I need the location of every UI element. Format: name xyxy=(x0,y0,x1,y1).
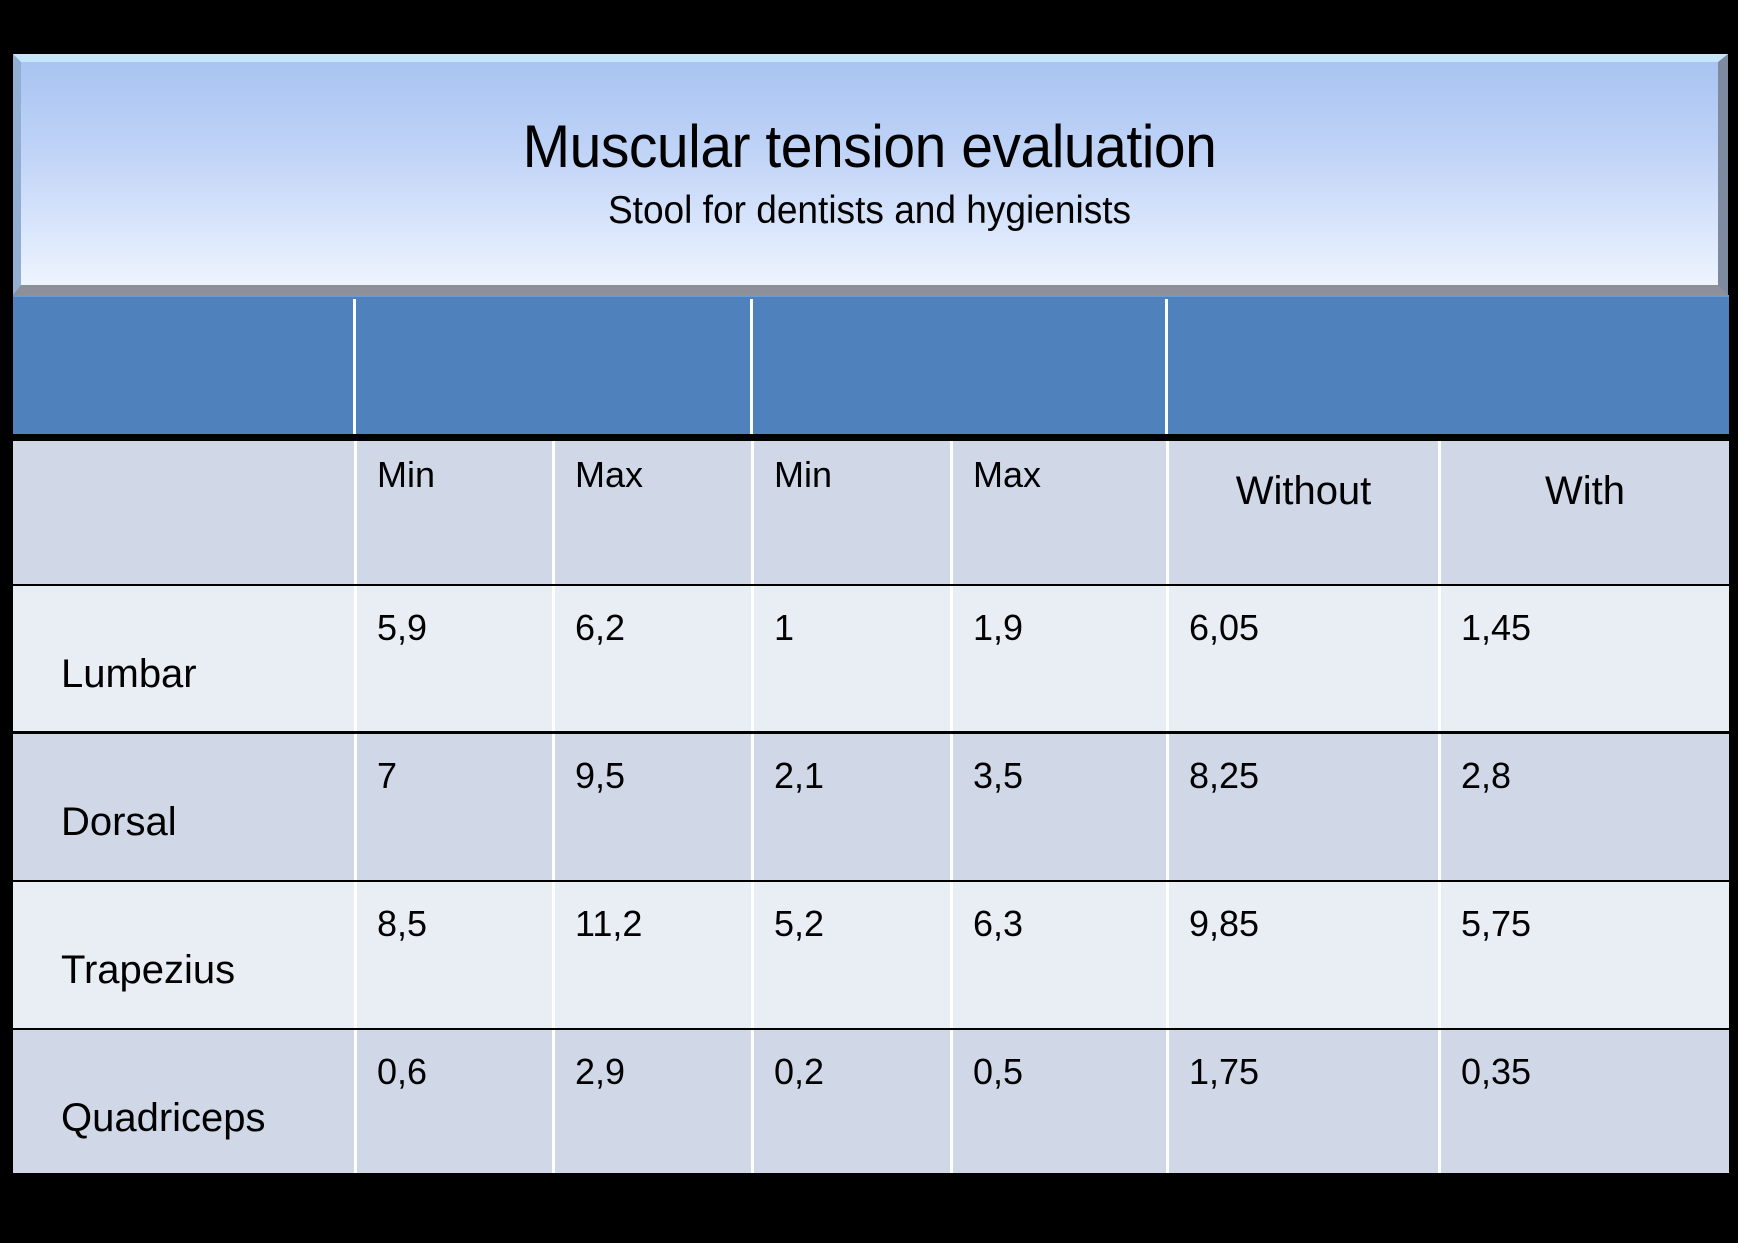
row-label: Trapezius xyxy=(61,948,236,992)
tension-table: Min Max Min Max Without With Lumbar 5,9 … xyxy=(13,295,1729,1173)
row-label: Lumbar xyxy=(61,652,197,696)
table-cell: 2,1 xyxy=(751,734,950,880)
table-cell: 9,85 xyxy=(1166,882,1438,1028)
row-label: Quadriceps xyxy=(61,1096,266,1140)
table-cell: 6,05 xyxy=(1166,586,1438,731)
table-row-dorsal: Dorsal 7 9,5 2,1 3,5 8,25 2,8 xyxy=(13,734,1729,880)
header-divider xyxy=(750,299,753,434)
table-cell: 9,5 xyxy=(552,734,751,880)
row-label: Dorsal xyxy=(61,800,177,844)
table-cell: 0,5 xyxy=(950,1030,1166,1173)
table-cell: 3,5 xyxy=(950,734,1166,880)
subheader-max-1: Max xyxy=(552,441,751,584)
subheader-min-1: Min xyxy=(354,441,552,584)
table-cell: 5,2 xyxy=(751,882,950,1028)
table-row-lumbar: Lumbar 5,9 6,2 1 1,9 6,05 1,45 xyxy=(13,586,1729,731)
table-cell: 1,9 xyxy=(950,586,1166,731)
slide-subtitle: Stool for dentists and hygienists xyxy=(607,189,1132,232)
table-cell: 5,9 xyxy=(354,586,552,731)
table-cell: 0,6 xyxy=(354,1030,552,1173)
table-row-trapezius: Trapezius 8,5 11,2 5,2 6,3 9,85 5,75 xyxy=(13,882,1729,1028)
table-row-quadriceps: Quadriceps 0,6 2,9 0,2 0,5 1,75 0,35 xyxy=(13,1030,1729,1173)
table-cell: 8,25 xyxy=(1166,734,1438,880)
table-cell: 1,45 xyxy=(1438,586,1729,731)
table-cell: 1 xyxy=(751,586,950,731)
subheader-with: With xyxy=(1438,441,1729,584)
table-subheader-row: Min Max Min Max Without With xyxy=(13,441,1729,584)
table-cell: 0,35 xyxy=(1438,1030,1729,1173)
table-cell: 6,3 xyxy=(950,882,1166,1028)
table-cell: 6,2 xyxy=(552,586,751,731)
table-cell: 5,75 xyxy=(1438,882,1729,1028)
table-cell: 0,2 xyxy=(751,1030,950,1173)
table-cell: 2,8 xyxy=(1438,734,1729,880)
table-cell: 11,2 xyxy=(552,882,751,1028)
subheader-max-2: Max xyxy=(950,441,1166,584)
table-group-header xyxy=(13,295,1729,434)
subheader-min-2: Min xyxy=(751,441,950,584)
table-cell: 7 xyxy=(354,734,552,880)
table-cell: 2,9 xyxy=(552,1030,751,1173)
subheader-cell-empty xyxy=(13,441,354,584)
slide-title: Muscular tension evaluation xyxy=(522,113,1217,180)
header-divider xyxy=(353,299,356,434)
table-cell: 8,5 xyxy=(354,882,552,1028)
subheader-without: Without xyxy=(1166,441,1438,584)
slide-title-box: Muscular tension evaluation Stool for de… xyxy=(13,54,1728,295)
header-divider xyxy=(1165,299,1168,434)
table-cell: 1,75 xyxy=(1166,1030,1438,1173)
